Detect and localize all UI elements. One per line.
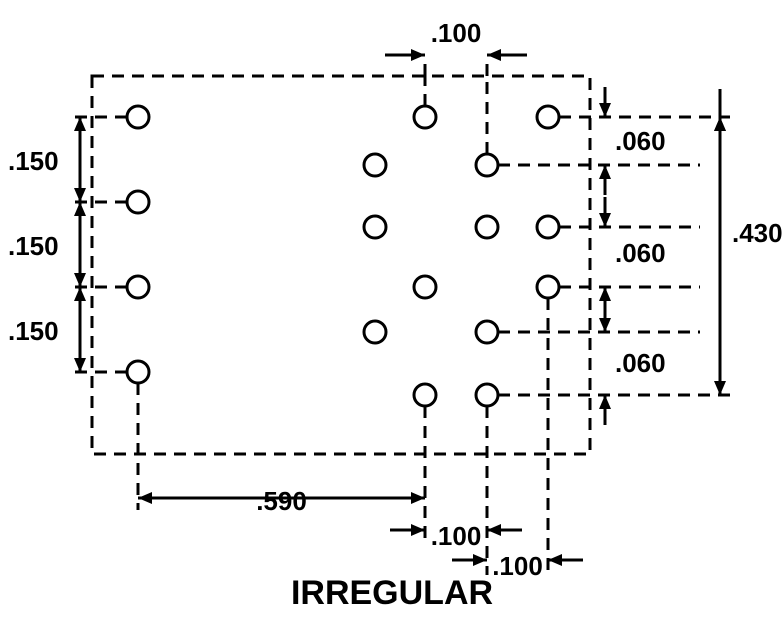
hole — [476, 321, 498, 343]
hole — [537, 276, 559, 298]
g-mark — [127, 106, 559, 406]
polygon-mark — [548, 554, 562, 566]
polygon-mark — [473, 554, 487, 566]
polygon-mark — [487, 49, 501, 61]
hole — [127, 276, 149, 298]
title-text: IRREGULAR — [291, 574, 493, 612]
polygon-mark — [411, 49, 425, 61]
polygon-mark — [74, 202, 86, 216]
hole — [537, 216, 559, 238]
hole — [127, 191, 149, 213]
hole — [414, 106, 436, 128]
polygon-mark — [74, 273, 86, 287]
hole — [364, 216, 386, 238]
g-mark: IRREGULAR — [291, 574, 493, 612]
polygon-mark — [714, 117, 726, 131]
hole — [476, 154, 498, 176]
hole — [127, 106, 149, 128]
g-mark — [92, 76, 590, 454]
hole — [127, 361, 149, 383]
text-mark: .060 — [615, 238, 666, 268]
polygon-mark — [599, 318, 611, 332]
hole — [364, 321, 386, 343]
package-outline — [92, 76, 590, 454]
polygon-mark — [74, 358, 86, 372]
polygon-mark — [599, 395, 611, 409]
text-mark: .100 — [431, 521, 482, 551]
text-mark: .060 — [615, 348, 666, 378]
polygon-mark — [599, 165, 611, 179]
diagram-canvas: .100 .150 .150 .150 .430 .060 .060 .060 .590 .100… — [0, 0, 784, 629]
polygon-mark — [599, 103, 611, 117]
text-mark: .100 — [431, 18, 482, 48]
text-mark: .150 — [8, 231, 59, 261]
hole — [476, 384, 498, 406]
hole — [364, 154, 386, 176]
hole — [414, 384, 436, 406]
text-mark: .060 — [615, 126, 666, 156]
g-mark: .100 .150 .150 .150 .430 .060 .060 .060 .590 .100… — [8, 18, 783, 581]
hole — [476, 216, 498, 238]
polygon-mark — [74, 287, 86, 301]
polygon-mark — [74, 117, 86, 131]
hole — [414, 276, 436, 298]
hole — [537, 106, 559, 128]
text-mark: .150 — [8, 146, 59, 176]
polygon-mark — [714, 381, 726, 395]
polygon-mark — [599, 213, 611, 227]
polygon-mark — [74, 188, 86, 202]
text-mark: .100 — [492, 551, 543, 581]
polygon-mark — [411, 524, 425, 536]
polygon-mark — [487, 524, 501, 536]
text-mark: .590 — [256, 486, 307, 516]
text-mark: .430 — [732, 218, 783, 248]
polygon-mark — [138, 492, 152, 504]
polygon-mark — [599, 287, 611, 301]
text-mark: .150 — [8, 316, 59, 346]
polygon-mark — [411, 492, 425, 504]
